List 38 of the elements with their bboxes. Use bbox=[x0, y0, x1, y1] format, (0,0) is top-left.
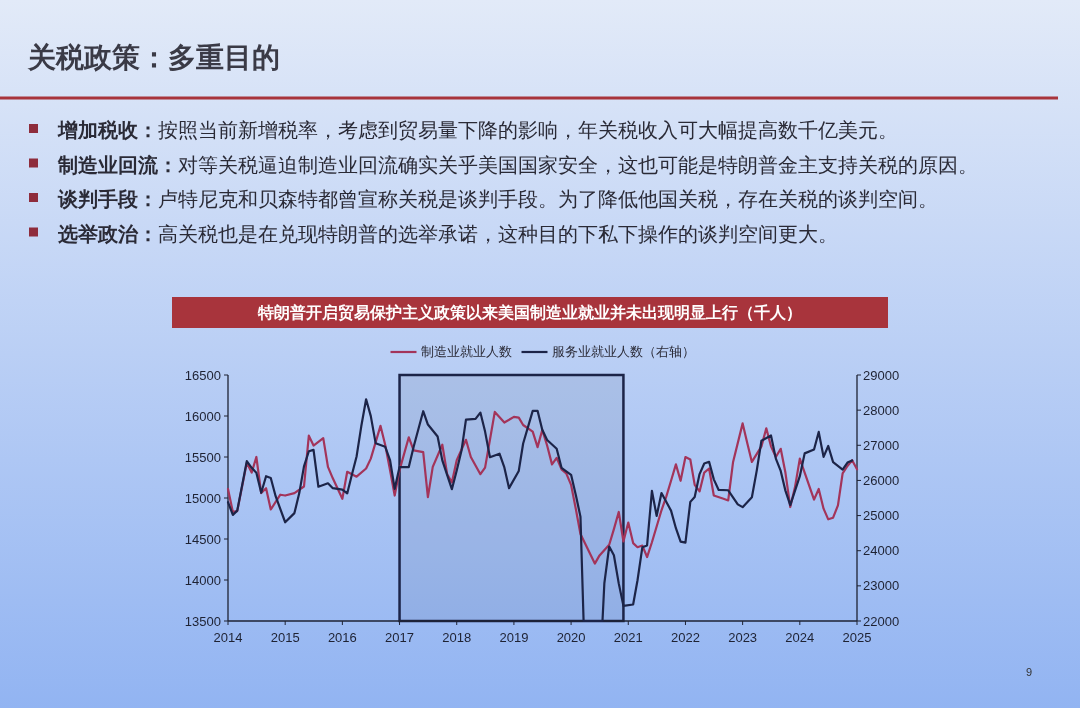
y2-tick-label: 25000 bbox=[863, 508, 900, 524]
x-tick-label: 2020 bbox=[556, 630, 586, 645]
legend-label: 制造业就业人数 bbox=[420, 345, 512, 359]
x-tick-label: 2015 bbox=[270, 630, 300, 645]
x-tick-label: 2025 bbox=[842, 630, 872, 645]
chart-title: 特朗普开启贸易保护主义政策以来美国制造业就业并未出现明显上行（千人） bbox=[257, 303, 802, 322]
y2-tick-label: 29000 bbox=[863, 367, 900, 383]
y-tick-label: 15000 bbox=[184, 490, 221, 506]
x-tick-label: 2021 bbox=[613, 630, 643, 645]
x-tick-label: 2017 bbox=[385, 630, 415, 645]
y2-tick-label: 23000 bbox=[863, 578, 900, 594]
text: 谈判手段：卢特尼克和贝森特都曾宣称关税是谈判手段。为了降低他国关税，存在关税的谈判空间。 bbox=[57, 188, 938, 210]
text: 9 bbox=[1026, 666, 1033, 678]
y2-tick-label: 22000 bbox=[863, 613, 900, 629]
y-tick-label: 15500 bbox=[184, 449, 221, 465]
text: 选举政治：高关税也是在兑现特朗普的选举承诺，这种目的下私下操作的谈判空间更大。 bbox=[57, 222, 838, 245]
y2-tick-label: 24000 bbox=[863, 543, 900, 559]
line-series bbox=[226, 410, 859, 565]
x-tick-label: 2016 bbox=[327, 630, 357, 645]
text: 关税政策：多重目的 bbox=[27, 42, 280, 73]
x-tick-label: 2022 bbox=[670, 630, 700, 645]
x-tick-label: 2024 bbox=[785, 630, 815, 645]
x-tick-label: 2018 bbox=[442, 630, 472, 645]
y-tick-label: 14000 bbox=[184, 572, 221, 588]
text: 增加税收：按照当前新增税率，考虑到贸易量下降的影响，年关税收入可大幅提高数千亿美元。 bbox=[57, 119, 898, 141]
text: 制造业回流：对等关税逼迫制造业回流确实关乎美国国家安全，这也可能是特朗普金主支持关税的原因。 bbox=[57, 153, 978, 176]
line-series bbox=[226, 398, 854, 623]
legend-label: 服务业就业人数（右轴） bbox=[551, 345, 695, 359]
y2-tick-label: 26000 bbox=[863, 472, 900, 488]
x-tick-label: 2023 bbox=[728, 630, 758, 645]
y-tick-label: 16000 bbox=[184, 408, 221, 424]
y-tick-label: 14500 bbox=[184, 531, 221, 547]
y2-tick-label: 27000 bbox=[863, 437, 900, 453]
x-tick-label: 2019 bbox=[499, 630, 529, 645]
y-tick-label: 13500 bbox=[184, 613, 221, 629]
y-tick-label: 16500 bbox=[184, 367, 221, 383]
x-tick-label: 2014 bbox=[213, 630, 243, 645]
y2-tick-label: 28000 bbox=[863, 402, 900, 418]
